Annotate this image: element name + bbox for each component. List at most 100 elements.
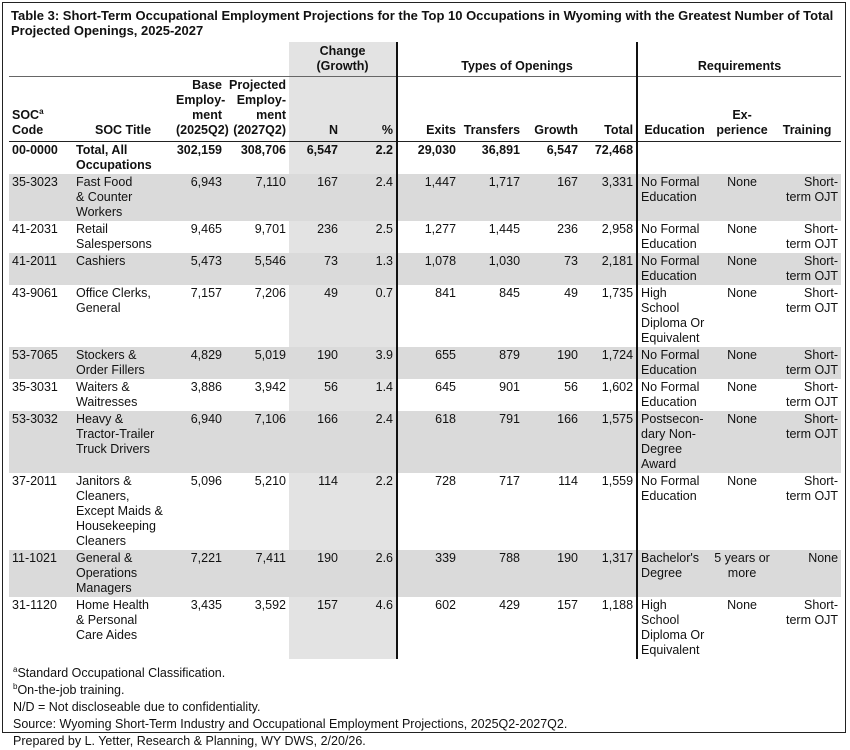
header-text: SOC [12,108,40,122]
column-header: Total [581,76,638,142]
table-cell: 157 [557,598,579,612]
table-cell: 53-7065 [9,347,73,379]
table-cell: 43-9061 [12,286,58,300]
table-cell: Home Health & Personal Care Aides [76,598,149,642]
table-cell: 1,717 [459,174,524,221]
table-cell: Short- term OJT [773,253,842,285]
table-cell: 9,701 [254,222,286,236]
footnote-marker: b [13,681,18,691]
table-cell: No Formal Education [636,379,712,411]
projections-table: Change (Growth) Types of Openings Requirem… [9,42,842,659]
table-cell: 5,473 [173,253,225,285]
table-cell: 1,188 [601,598,634,612]
table-cell: 1,735 [601,286,634,300]
table-cell: Short- term OJT [773,347,842,379]
table-cell: 7,110 [225,174,289,221]
table-cell [636,141,712,174]
footnote: Prepared by L. Yetter, Research & Planni… [13,734,366,748]
table-cell: 788 [459,550,524,597]
table-cell: 31-1120 [12,598,57,612]
group-header: Types of Openings [396,42,638,77]
table-cell: 1,277 [396,221,460,253]
table-cell: Short- term OJT [785,286,839,315]
table-cell: 41-2011 [9,253,73,285]
table-cell: None [727,380,757,394]
group-header: Requirements [636,42,842,77]
table-cell: 5,546 [225,253,289,285]
table-cell: Short- term OJT [785,222,839,251]
table-cell: 339 [396,550,460,597]
table-cell: 7,411 [225,550,289,597]
table-cell: 190 [289,347,341,379]
table-cell: 166 [289,411,341,473]
table-cell: No Formal Education [636,253,712,285]
column-header: N [289,76,341,142]
table-cell: 2,181 [581,253,638,285]
table-cell: Waiters & Waitresses [76,380,138,409]
table-cell: 157 [289,597,341,659]
table-cell: 645 [396,379,460,411]
footnote-marker: a [13,664,18,674]
table-cell: 73 [289,253,341,285]
table-cell: 6,547 [289,141,341,174]
column-header: SOCa Code [9,76,73,142]
column-header: Base Employ- ment (2025Q2) [173,76,229,142]
table-row: 31-1120 Home Health & Personal Care Aides… [9,597,841,659]
table-cell: 2.2 [341,141,398,174]
table-cell: 49 [564,286,579,300]
footnote: aStandard Occupational Classification. [13,665,835,682]
table-cell: 308,706 [240,143,286,157]
table-row: 43-9061 Office Clerks, General 7,157 7,206 4… [9,285,841,347]
column-header: Growth [523,76,582,142]
table-cell: Short- term OJT [785,380,839,409]
table-cell: 36,891 [481,143,521,157]
table-cell: 302,159 [176,143,222,157]
header-text: Code [12,123,44,137]
table-cell: No Formal Education [636,174,712,221]
table-cell [773,142,841,175]
table-cell: 4.6 [341,597,398,659]
group-header-row: Change (Growth) Types of Openings Requirem… [9,42,842,77]
table-cell: 1.3 [341,253,398,285]
table-cell: 2.4 [341,174,398,221]
table-row: 37-2011 Janitors & Cleaners, Except Maids… [9,473,841,550]
table-cell: 35-3031 [12,380,58,394]
table-cell: 1,575 [581,411,638,473]
table-cell: 2.6 [341,550,398,597]
table-cell: High School Diploma Or Equivalent [636,285,712,347]
table-cell: 845 [499,286,521,300]
table-cell: 7,206 [254,286,286,300]
table-cell: 5,096 [190,474,222,488]
footnote-text: On-the-job training. [17,683,125,697]
group-header: Change (Growth) [289,42,398,77]
table-cell: Total, All Occupations [76,143,152,172]
footnote: N/D = Not discloseable due to confidenti… [13,700,261,714]
table-cell: 72,468 [594,143,634,157]
table-cell: 2.5 [341,221,398,253]
table-cell: Short- term OJT [785,598,839,627]
table-cell: 3,331 [581,174,638,221]
column-header: Projected Employ- ment (2027Q2) [225,76,289,142]
table-cell: 3.9 [341,347,398,379]
table-cell: 56 [564,380,579,394]
footnote-text: Standard Occupational Classification. [17,666,226,680]
table-cell: Short- term OJT [773,174,842,221]
table-cell: 3,592 [254,598,286,612]
table-cell: 879 [459,347,524,379]
table-body: 00-0000 Total, All Occupations 302,159 308,… [9,141,842,659]
table-cell: Postsecon- dary Non- Degree Award [636,411,712,473]
table-cell: Short- term OJT [773,411,842,473]
table-cell: General & Operations Managers [73,550,173,597]
table-cell: 236 [557,222,579,236]
table-cell: 53-3032 [9,411,73,473]
footnote-marker: a [39,106,44,116]
table-row: 00-0000 Total, All Occupations 302,159 308,… [9,141,841,175]
table-cell: 6,943 [173,174,225,221]
table-cell: 4,829 [173,347,225,379]
table-cell: 602 [396,597,460,659]
table-cell: 41-2031 [12,222,58,236]
table-cell: 11-1021 [9,550,73,597]
